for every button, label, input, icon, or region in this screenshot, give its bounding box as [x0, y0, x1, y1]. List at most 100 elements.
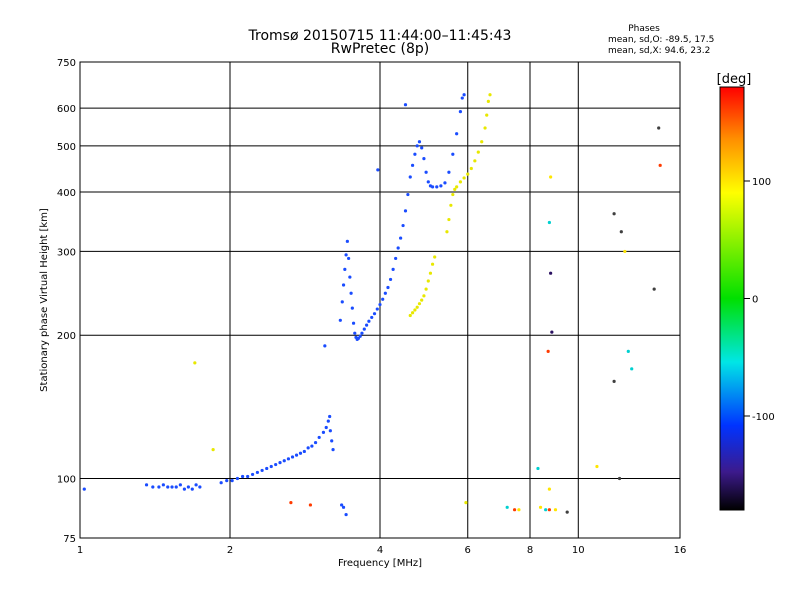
data-point: [455, 185, 459, 189]
data-point: [538, 505, 543, 509]
data-point: [321, 430, 326, 434]
x-tick-label: 8: [527, 545, 533, 556]
x-axis-label: Frequency [MHz]: [338, 558, 422, 569]
data-point: [278, 461, 282, 465]
data-point: [372, 312, 377, 316]
data-point: [483, 126, 487, 130]
colorbar-tick-label: 0: [752, 295, 758, 306]
colorbar-ticks: 100 0 -100: [744, 177, 775, 423]
y-tick-label: 300: [57, 247, 76, 258]
data-point: [350, 306, 354, 310]
data-point: [517, 508, 521, 512]
data-point: [453, 187, 457, 191]
y-axis-ticks: 75 100 200 300 400 500 600 750: [57, 58, 76, 545]
data-point: [415, 305, 419, 309]
data-point: [82, 487, 86, 491]
data-point: [394, 256, 398, 261]
data-point: [612, 379, 616, 383]
data-point: [308, 503, 313, 507]
data-point: [178, 483, 182, 487]
data-point: [326, 419, 330, 423]
colorbar-tick-label: 100: [752, 177, 771, 188]
data-point: [417, 302, 422, 306]
data-point: [428, 271, 433, 275]
data-point: [399, 236, 403, 240]
chart-subtitle: RwPretec (8p): [331, 41, 429, 57]
data-point: [464, 501, 468, 505]
data-point: [225, 479, 229, 483]
y-tick-label: 500: [57, 142, 76, 153]
data-point: [378, 302, 382, 307]
data-point: [260, 468, 264, 473]
y-tick-label: 100: [57, 475, 76, 486]
data-point: [330, 439, 334, 443]
x-tick-label: 6: [465, 545, 471, 556]
data-point: [447, 170, 451, 174]
colorbar-bar: [719, 86, 745, 511]
data-point: [290, 455, 295, 459]
data-point: [341, 505, 346, 509]
data-point: [451, 192, 455, 197]
data-point: [358, 334, 362, 338]
data-point: [413, 308, 417, 312]
data-point: [230, 479, 234, 483]
x-tick-label: 16: [674, 545, 687, 556]
data-point: [422, 157, 426, 161]
data-point: [408, 175, 412, 179]
data-point: [351, 321, 356, 325]
phase-colorbar: [deg] 100 0 -100: [717, 72, 775, 511]
data-point: [157, 485, 161, 489]
data-point: [445, 230, 449, 234]
data-point: [462, 176, 466, 180]
data-point: [381, 297, 385, 301]
data-point: [420, 298, 424, 302]
data-point: [302, 449, 306, 454]
data-point: [317, 435, 321, 440]
data-point: [383, 291, 387, 295]
data-point: [313, 440, 318, 445]
data-point: [426, 279, 430, 283]
data-point: [344, 512, 348, 517]
data-point: [424, 287, 428, 291]
data-point: [282, 459, 286, 463]
data-point: [194, 483, 198, 487]
data-point: [331, 448, 335, 452]
data-point: [430, 262, 435, 266]
data-point: [298, 451, 303, 455]
x-tick-label: 10: [572, 545, 585, 556]
data-point: [403, 103, 408, 107]
data-point: [410, 163, 415, 167]
x-tick-label: 1: [77, 545, 83, 556]
data-point: [485, 113, 489, 117]
data-point: [323, 344, 327, 348]
data-point: [550, 330, 554, 334]
data-point: [652, 287, 656, 291]
data-point: [546, 349, 550, 353]
data-point: [269, 464, 273, 469]
data-point: [246, 474, 250, 479]
data-point: [211, 448, 215, 452]
data-point: [388, 277, 393, 282]
stats-line-o: mean, sd,O: -89.5, 17.5: [608, 35, 714, 45]
data-point: [370, 315, 374, 320]
data-point: [439, 184, 443, 188]
data-point: [476, 150, 480, 154]
data-point: [443, 181, 447, 185]
data-point: [410, 311, 415, 315]
data-point: [424, 170, 428, 174]
data-point: [166, 485, 170, 489]
data-point: [486, 99, 490, 103]
data-point: [161, 483, 165, 487]
data-point: [241, 474, 245, 479]
data-point: [547, 487, 551, 491]
data-point: [186, 485, 190, 489]
y-tick-label: 200: [57, 331, 76, 342]
data-point: [547, 220, 551, 225]
data-point: [182, 487, 186, 491]
data-point: [362, 327, 366, 331]
data-point: [375, 307, 379, 311]
data-point: [469, 166, 473, 171]
data-point: [595, 464, 599, 469]
data-point: [190, 487, 194, 491]
data-point: [435, 185, 439, 189]
